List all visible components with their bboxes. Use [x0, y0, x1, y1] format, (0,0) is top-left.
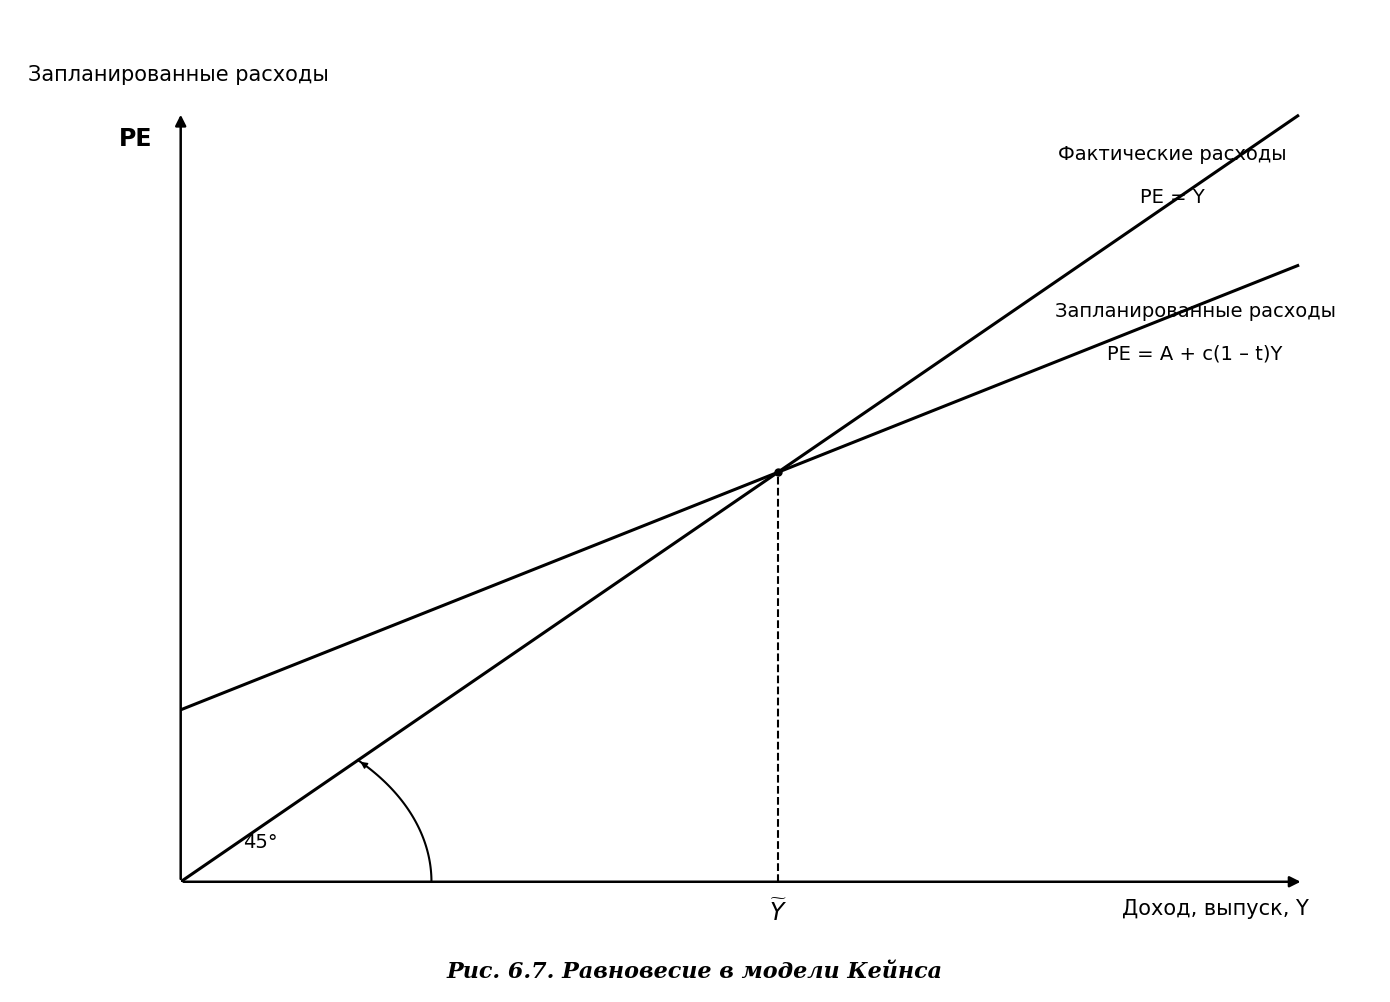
Text: 45°: 45°	[243, 833, 278, 852]
Text: Запланированные расходы: Запланированные расходы	[28, 65, 328, 85]
Text: PE: PE	[118, 127, 153, 151]
Text: Рис. 6.7. Равновесие в модели Кейнса: Рис. 6.7. Равновесие в модели Кейнса	[448, 961, 942, 983]
Text: PE = A + c(1 – t)Y: PE = A + c(1 – t)Y	[1108, 345, 1283, 364]
Text: $\widetilde{Y}$: $\widetilde{Y}$	[769, 900, 787, 927]
Text: Фактические расходы: Фактические расходы	[1058, 145, 1287, 164]
Text: PE = Y: PE = Y	[1140, 188, 1205, 207]
Text: Запланированные расходы: Запланированные расходы	[1055, 302, 1336, 321]
Text: Доход, выпуск, Y: Доход, выпуск, Y	[1122, 899, 1309, 919]
